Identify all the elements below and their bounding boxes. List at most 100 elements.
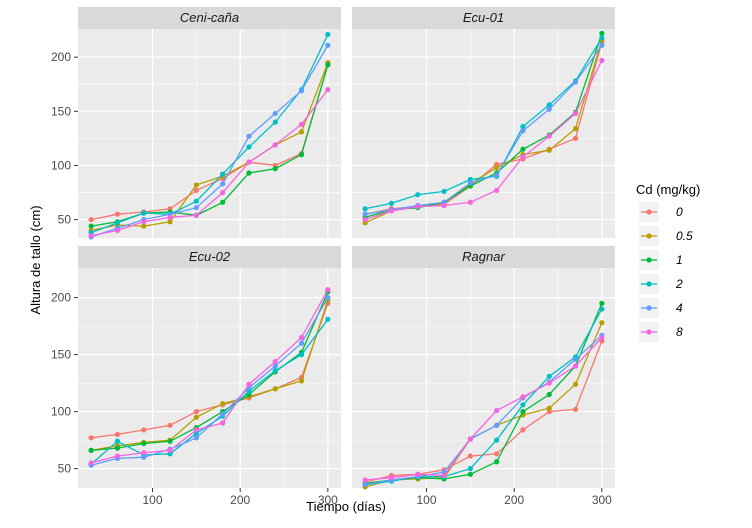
- y-tick-label: 150: [51, 104, 71, 118]
- data-point: [520, 402, 526, 408]
- data-point: [246, 159, 252, 165]
- data-point: [467, 180, 473, 186]
- data-point: [193, 414, 199, 420]
- data-point: [220, 199, 226, 205]
- data-point: [546, 391, 552, 398]
- data-point: [546, 380, 552, 386]
- legend-label: 0: [676, 205, 683, 219]
- data-point: [246, 133, 252, 139]
- data-point: [546, 133, 552, 139]
- data-point: [88, 435, 94, 441]
- data-point: [494, 172, 500, 178]
- data-point: [520, 146, 526, 152]
- data-point: [362, 216, 368, 223]
- data-point: [193, 182, 199, 188]
- data-point: [193, 187, 199, 193]
- data-point: [388, 475, 395, 481]
- data-point: [325, 295, 331, 301]
- data-point: [114, 431, 121, 438]
- legend-point: [646, 233, 652, 239]
- y-tick-label: 50: [58, 462, 72, 476]
- data-point: [494, 407, 500, 414]
- data-point: [298, 152, 305, 158]
- data-point: [325, 62, 331, 68]
- data-point: [494, 459, 500, 465]
- legend-point: [646, 209, 652, 215]
- data-point: [167, 219, 173, 225]
- data-point: [572, 363, 579, 369]
- data-point: [220, 401, 226, 407]
- data-point: [272, 358, 278, 365]
- data-point: [572, 79, 579, 85]
- facet-title: Ecu-01: [463, 10, 504, 25]
- data-point: [494, 437, 500, 443]
- data-point: [494, 187, 500, 193]
- data-point: [246, 144, 252, 150]
- data-point: [520, 128, 526, 134]
- data-point: [298, 334, 305, 341]
- data-point: [298, 88, 305, 94]
- data-point: [220, 420, 226, 426]
- data-point: [272, 142, 278, 148]
- facet-title: Ceni-caña: [180, 10, 239, 25]
- data-point: [546, 147, 552, 153]
- data-point: [298, 378, 305, 384]
- panel-background: [352, 29, 615, 238]
- x-tick-label: 300: [592, 493, 612, 507]
- data-point: [599, 30, 605, 36]
- facet-title: Ragnar: [462, 249, 505, 264]
- data-point: [193, 409, 199, 415]
- y-tick-label: 200: [51, 50, 71, 64]
- data-point: [599, 320, 605, 326]
- data-point: [298, 121, 305, 127]
- panel: Ecu-01: [352, 7, 615, 238]
- x-tick-label: 200: [230, 493, 250, 507]
- y-tick-label: 150: [51, 348, 71, 362]
- data-point: [167, 214, 173, 221]
- data-point: [114, 220, 121, 226]
- legend-point: [646, 329, 652, 335]
- data-point: [415, 471, 421, 477]
- x-tick-label: 100: [417, 493, 437, 507]
- data-point: [546, 373, 552, 379]
- legend-entry: 2: [639, 274, 683, 294]
- data-point: [520, 427, 526, 433]
- data-point: [141, 219, 147, 225]
- legend-entry: 0.5: [639, 226, 693, 246]
- data-point: [520, 409, 526, 415]
- data-point: [114, 445, 121, 451]
- data-point: [572, 110, 579, 117]
- legend-entry: 1: [639, 250, 683, 270]
- data-point: [388, 208, 395, 214]
- data-point: [193, 427, 199, 433]
- data-point: [572, 381, 579, 387]
- data-point: [325, 42, 331, 48]
- x-tick-label: 200: [504, 493, 524, 507]
- data-point: [415, 192, 421, 198]
- data-point: [141, 210, 147, 216]
- data-point: [298, 352, 305, 358]
- data-point: [494, 165, 500, 171]
- data-point: [298, 340, 305, 346]
- data-point: [546, 405, 552, 411]
- data-point: [141, 427, 147, 433]
- facet-panels: Ceni-caña 50 100 150 200 Ecu-01 Ecu-02 50 100 150…: [51, 7, 615, 507]
- data-point: [362, 206, 368, 212]
- legend-label: 4: [676, 301, 683, 315]
- series-line: [364, 37, 603, 210]
- data-point: [572, 356, 579, 362]
- data-point: [220, 411, 226, 417]
- data-point: [572, 406, 579, 412]
- data-point: [494, 422, 500, 428]
- series-line: [91, 64, 329, 221]
- data-point: [272, 367, 278, 374]
- panel: Ecu-02 50 100 150 200 100 200 300: [51, 246, 341, 507]
- data-point: [272, 166, 278, 172]
- data-point: [572, 135, 579, 141]
- data-point: [388, 200, 395, 206]
- data-point: [494, 451, 500, 457]
- facet-strip: [78, 246, 341, 268]
- data-point: [467, 471, 473, 477]
- data-point: [167, 438, 173, 444]
